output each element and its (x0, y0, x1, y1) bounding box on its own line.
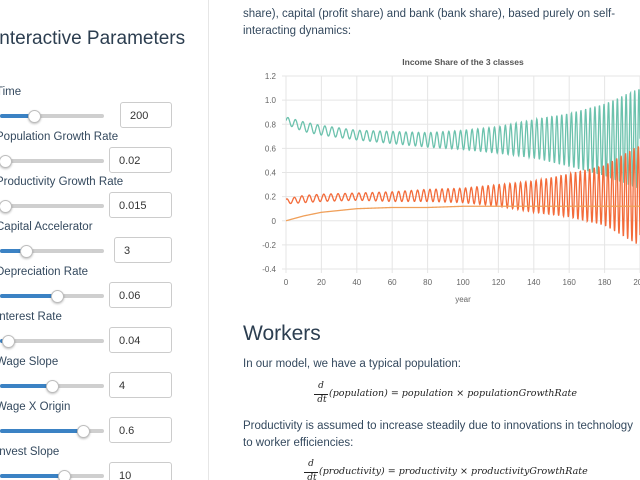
parameter-slider[interactable] (0, 200, 104, 213)
slider-handle[interactable] (77, 425, 91, 438)
y-tick-label: 0 (272, 217, 277, 226)
population-equation: d dt (population) = population × populat… (311, 381, 611, 411)
x-tick-label: 20 (317, 278, 326, 287)
x-axis-label: year (455, 295, 471, 304)
x-tick-label: 80 (423, 278, 432, 287)
parameter-label: Interest Rate (0, 311, 62, 323)
parameter-row: Interest Rate 0.04 (0, 311, 208, 356)
productivity-text-line: Productivity is assumed to increase stea… (243, 420, 633, 432)
slider-handle[interactable] (2, 335, 16, 348)
x-tick-label: 140 (527, 278, 541, 287)
y-tick-label: 1.0 (265, 96, 277, 105)
sidebar-title: Interactive Parameters (0, 28, 186, 49)
y-tick-label: -0.4 (262, 265, 276, 274)
parameter-slider[interactable] (0, 380, 104, 393)
y-tick-label: 0.2 (265, 193, 277, 202)
slider-fill (0, 294, 58, 298)
parameter-label: Wage Slope (0, 356, 59, 368)
x-tick-label: 120 (492, 278, 506, 287)
slider-handle[interactable] (20, 245, 33, 258)
y-tick-label: -0.2 (262, 241, 276, 250)
slider-fill (0, 249, 26, 253)
x-tick-label: 0 (284, 278, 289, 287)
sidebar: Interactive Parameters Time200Population… (0, 0, 209, 480)
parameter-label: Population Growth Rate (0, 131, 119, 143)
parameter-row: Time 200 (0, 86, 208, 131)
eq1-numerator: d (318, 381, 324, 391)
parameter-input[interactable]: 4 (109, 372, 172, 398)
eq1-denominator: dt (317, 395, 327, 405)
y-tick-label: 0.8 (265, 120, 277, 129)
y-tick-label: 0.4 (265, 169, 277, 178)
parameter-slider[interactable] (0, 110, 104, 123)
slider-fill (0, 114, 35, 118)
y-tick-label: 1.2 (265, 72, 277, 81)
slider-handle[interactable] (0, 200, 13, 213)
slider-handle[interactable] (28, 110, 42, 123)
parameter-label: Time (0, 86, 22, 98)
parameter-slider[interactable] (0, 425, 104, 438)
parameter-label: Depreciation Rate (0, 266, 89, 278)
y-tick-label: 0.6 (265, 144, 277, 153)
slider-handle[interactable] (51, 290, 65, 303)
fraction-bar (304, 472, 318, 473)
parameter-row: Depreciation Rate 0.06 (0, 266, 208, 311)
slider-handle[interactable] (46, 380, 59, 393)
intro-text-line: interacting dynamics: (243, 25, 352, 37)
chart-title: Income Share of the 3 classes (402, 57, 524, 67)
slider-fill (0, 384, 52, 388)
parameter-label: Capital Accelerator (0, 221, 93, 233)
parameter-input[interactable]: 200 (120, 102, 172, 128)
main-content: share), capital (profit share) and bank … (209, 0, 640, 480)
slider-fill (0, 429, 84, 433)
parameter-label: Invest Slope (0, 446, 60, 458)
parameter-input[interactable]: 0.6 (109, 417, 172, 443)
productivity-text-line: to worker efficiencies: (243, 437, 354, 449)
eq2-numerator: d (308, 459, 314, 469)
parameter-slider[interactable] (0, 335, 104, 348)
parameter-input[interactable]: 10 (109, 462, 172, 480)
parameter-input[interactable]: 0.06 (109, 282, 172, 308)
parameter-row: Wage Slope 4 (0, 356, 208, 401)
parameter-input[interactable]: 0.02 (109, 147, 172, 173)
x-tick-label: 160 (563, 278, 577, 287)
x-tick-label: 180 (598, 278, 612, 287)
parameter-row: Invest Slope 10 (0, 446, 208, 480)
x-tick-label: 40 (352, 278, 361, 287)
parameter-row: Wage X Origin 0.6 (0, 401, 208, 446)
parameter-slider[interactable] (0, 470, 104, 480)
parameter-slider[interactable] (0, 245, 104, 258)
x-tick-label: 100 (456, 278, 470, 287)
parameter-input[interactable]: 0.04 (109, 327, 172, 353)
eq2-rhs: (productivity) = productivity × producti… (319, 466, 588, 477)
parameter-label: Productivity Growth Rate (0, 176, 124, 188)
eq1-rhs: (population) = population × populationGr… (329, 388, 577, 399)
x-tick-label: 60 (388, 278, 397, 287)
series-line (286, 146, 640, 244)
workers-heading: Workers (243, 322, 321, 345)
fraction-bar (314, 394, 328, 395)
parameter-slider[interactable] (0, 155, 104, 168)
x-tick-label: 200 (633, 278, 640, 287)
parameter-row: Population Growth Rate 0.02 (0, 131, 208, 176)
workers-text: In our model, we have a typical populati… (243, 358, 461, 370)
parameter-slider[interactable] (0, 290, 104, 303)
intro-text-line: share), capital (profit share) and bank … (243, 8, 616, 20)
productivity-equation: d dt (productivity) = productivity × pro… (301, 459, 631, 480)
series-line (286, 89, 640, 188)
series-line (286, 205, 640, 222)
parameter-row: Capital Accelerator 3 (0, 221, 208, 266)
parameter-label: Wage X Origin (0, 401, 71, 413)
income-share-chart: Income Share of the 3 classes -0.4 -0.2 0 0.… (262, 57, 640, 304)
slider-handle[interactable] (58, 470, 72, 480)
parameter-input[interactable]: 3 (114, 237, 172, 263)
slider-handle[interactable] (0, 155, 12, 168)
parameter-row: Productivity Growth Rate 0.015 (0, 176, 208, 221)
eq2-denominator: dt (307, 473, 317, 480)
slider-fill (0, 474, 65, 478)
parameter-input[interactable]: 0.015 (109, 192, 172, 218)
